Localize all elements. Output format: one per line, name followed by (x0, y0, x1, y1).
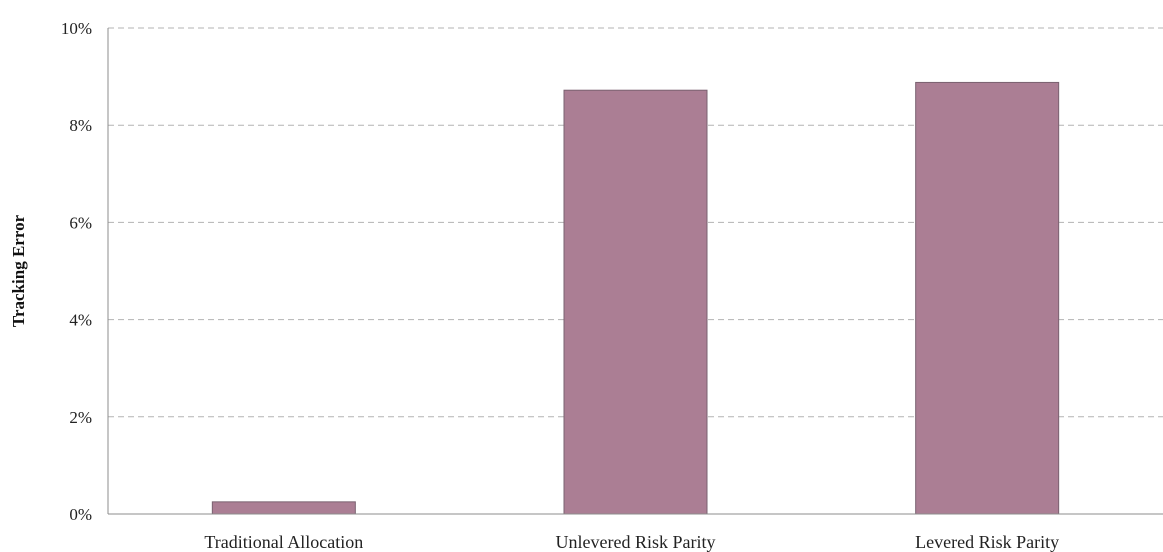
bar (564, 90, 707, 514)
y-tick-label: 2% (69, 408, 92, 427)
bar (212, 502, 355, 514)
y-tick-label: 6% (69, 213, 92, 232)
y-axis-title: Tracking Error (9, 214, 28, 327)
y-tick-label: 0% (69, 505, 92, 524)
y-tick-label: 8% (69, 116, 92, 135)
x-category-label: Levered Risk Parity (915, 532, 1059, 552)
y-tick-labels: 0% 2% 4% 6% 8% 10% (61, 19, 92, 524)
bar (916, 82, 1059, 514)
x-category-label: Traditional Allocation (204, 532, 363, 552)
y-tick-label: 10% (61, 19, 92, 38)
x-category-labels: Traditional Allocation Unlevered Risk Par… (204, 532, 1059, 552)
x-category-label: Unlevered Risk Parity (556, 532, 716, 552)
bars (212, 82, 1058, 514)
y-tick-label: 4% (69, 311, 92, 330)
